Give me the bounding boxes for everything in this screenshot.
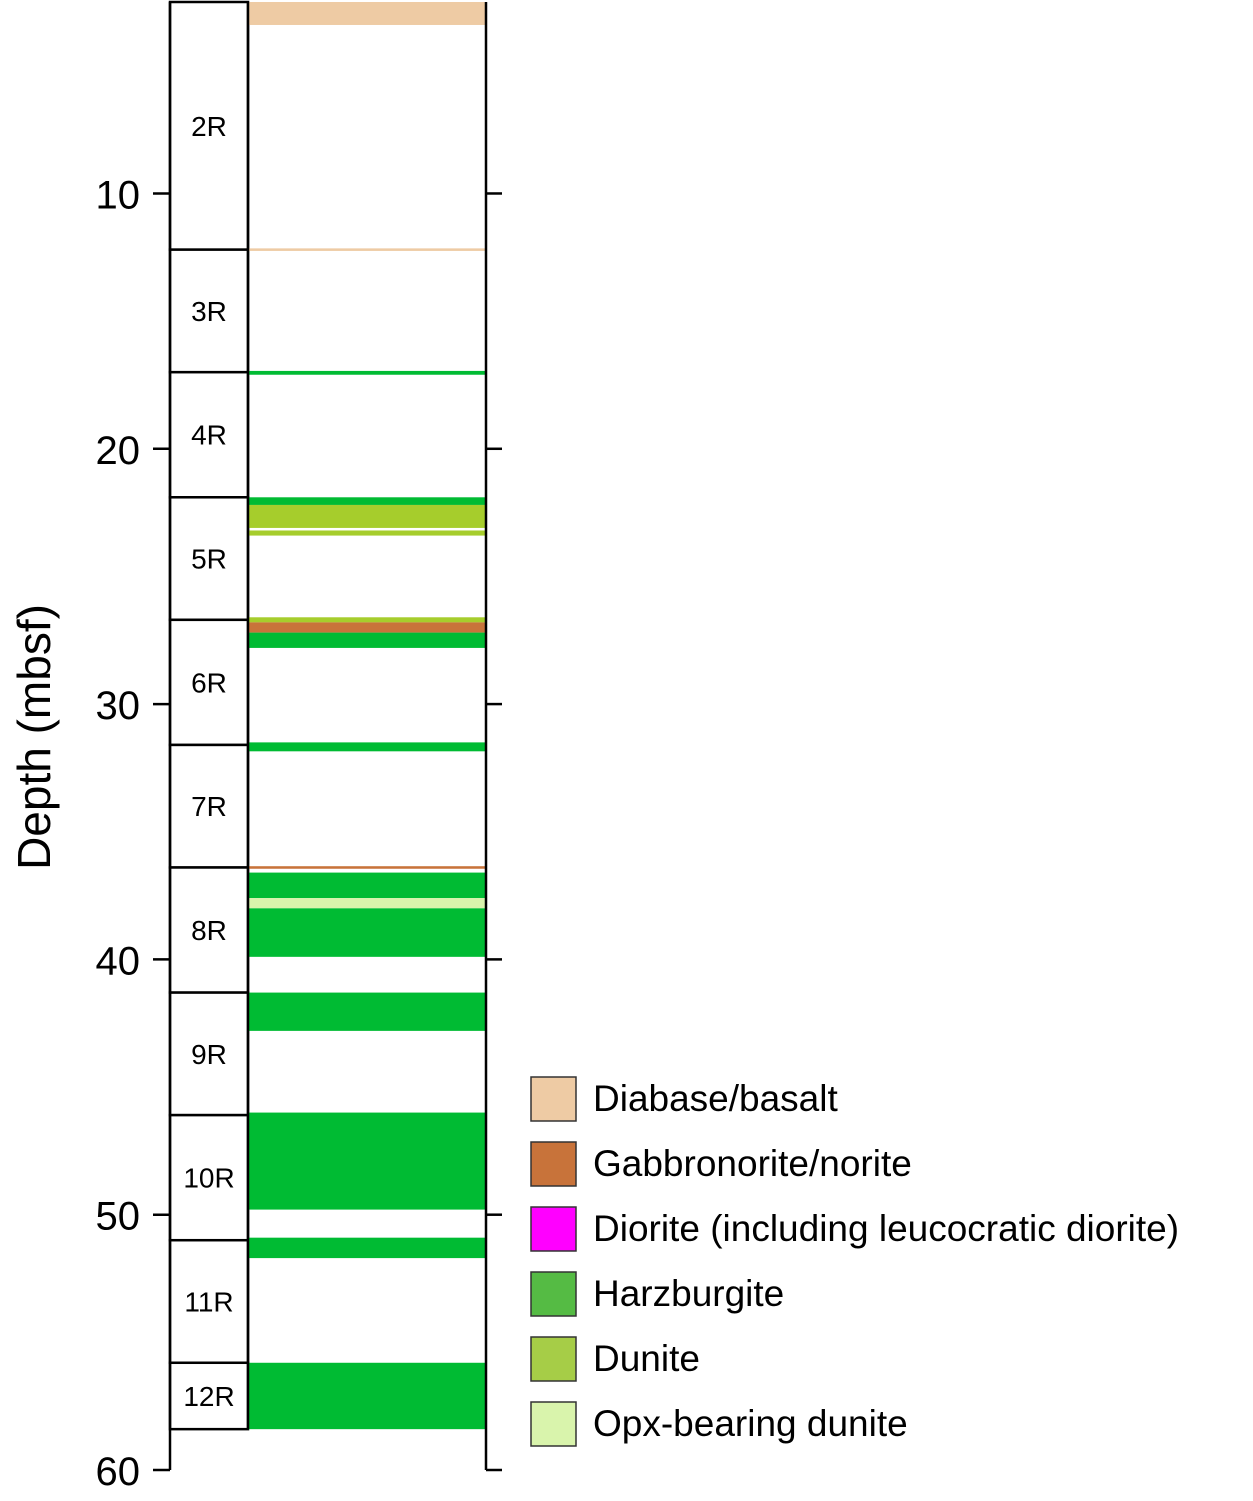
core-label: 9R <box>191 1039 227 1070</box>
core-box <box>168 0 250 251</box>
legend-swatch <box>530 1401 577 1447</box>
depth-tick-label: 30 <box>96 684 141 728</box>
lithology-interval-dunite <box>248 617 486 623</box>
lithology-interval-harzburgite <box>248 1362 486 1430</box>
lithology-column <box>248 2 486 1430</box>
depth-tick-label: 10 <box>96 173 141 217</box>
lithology-interval-harzburgite <box>248 1237 486 1259</box>
depth-tick-label: 20 <box>96 429 141 473</box>
legend-label: Gabbronorite/norite <box>593 1143 912 1184</box>
core-label: 10R <box>183 1163 234 1194</box>
core-label: 3R <box>191 296 227 327</box>
core-label: 2R <box>191 111 227 142</box>
core-label: 11R <box>184 1286 233 1317</box>
lithology-interval-harzburgite <box>248 742 486 752</box>
legend-label: Harzburgite <box>593 1273 784 1314</box>
lithology-interval-dunite <box>248 504 486 528</box>
lithology-interval-dunite <box>248 530 486 536</box>
depth-tick-label: 50 <box>96 1195 141 1239</box>
legend-swatch <box>530 1141 577 1187</box>
core-label: 8R <box>191 915 227 946</box>
core-label: 12R <box>183 1381 234 1412</box>
core-label: 7R <box>191 791 227 822</box>
lithology-interval-diabase <box>248 248 486 251</box>
core-box <box>168 1238 250 1365</box>
lithology-interval-harzburgite <box>248 370 486 375</box>
legend-swatch <box>530 1336 577 1382</box>
core-recovery-column: 2R 3R 4R 5R 6R 7R 8R 9R 10R 11R 12R <box>168 0 250 1431</box>
depth-tick-label: 40 <box>96 939 141 983</box>
core-label: 4R <box>191 420 227 451</box>
depth-tick-label: 60 <box>96 1450 141 1494</box>
lithology-column-frame <box>168 2 488 1470</box>
core-label: 6R <box>191 667 227 698</box>
lithology-interval-harzburgite <box>248 1112 486 1210</box>
lithology-interval-harzburgite <box>248 497 486 505</box>
legend-swatch <box>530 1271 577 1317</box>
legend: Diabase/basalt Gabbronorite/norite Diorite… <box>530 1076 1179 1447</box>
legend-label: Diabase/basalt <box>593 1078 838 1119</box>
depth-axis-title: Depth (mbsf) <box>8 604 60 870</box>
depth-axis: 10 20 30 40 50 60 <box>96 173 502 1494</box>
lithology-interval-gabbronorite <box>248 622 486 633</box>
lithology-interval-diabase <box>248 2 486 25</box>
legend-label: Opx-bearing dunite <box>593 1403 908 1444</box>
legend-label: Diorite (including leucocratic diorite) <box>593 1208 1179 1249</box>
lithology-interval-harzburgite <box>248 872 486 899</box>
lithology-interval-gabbronorite <box>248 866 486 869</box>
lithology-interval-opx_dunite <box>248 898 486 909</box>
legend-label: Dunite <box>593 1338 700 1379</box>
core-label: 5R <box>191 544 227 575</box>
legend-swatch <box>530 1206 577 1252</box>
lithology-interval-harzburgite <box>248 992 486 1031</box>
lithology-interval-harzburgite <box>248 908 486 957</box>
legend-swatch <box>530 1076 577 1122</box>
lithology-interval-harzburgite <box>248 632 486 648</box>
core-box <box>168 248 250 374</box>
